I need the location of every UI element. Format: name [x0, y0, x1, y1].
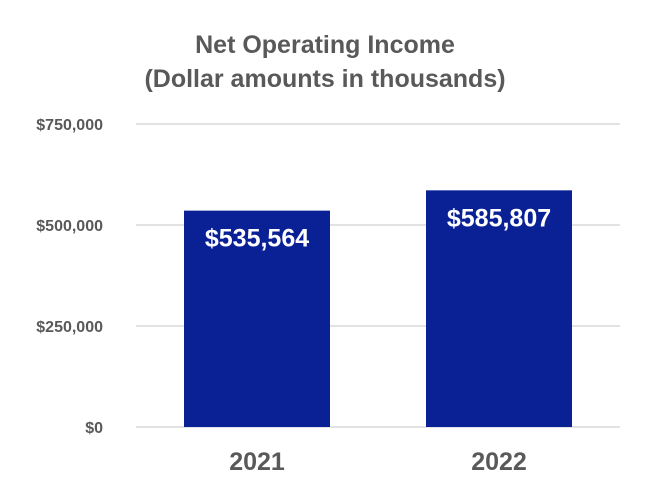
y-axis-tick-labels: $0 $250,000 $500,000 $750,000 [36, 117, 103, 437]
bar-2022 [426, 190, 572, 427]
x-category-label: 2021 [229, 448, 285, 476]
data-labels: $535,564 $585,807 [205, 204, 551, 252]
chart-title: Net Operating Income [195, 31, 455, 59]
chart-title-block: Net Operating Income (Dollar amounts in … [0, 28, 650, 96]
y-tick-label: $0 [85, 420, 103, 437]
bar-2021 [184, 210, 330, 427]
data-label-2022: $585,807 [447, 204, 551, 232]
chart-subtitle: (Dollar amounts in thousands) [144, 65, 506, 93]
y-tick-label: $750,000 [36, 117, 103, 134]
y-tick-label: $500,000 [36, 218, 103, 235]
bars [184, 190, 572, 427]
y-tick-label: $250,000 [36, 319, 103, 336]
x-category-label: 2022 [471, 448, 527, 476]
data-label-2021: $535,564 [205, 225, 309, 253]
x-axis-category-labels: 2021 2022 [229, 448, 527, 476]
